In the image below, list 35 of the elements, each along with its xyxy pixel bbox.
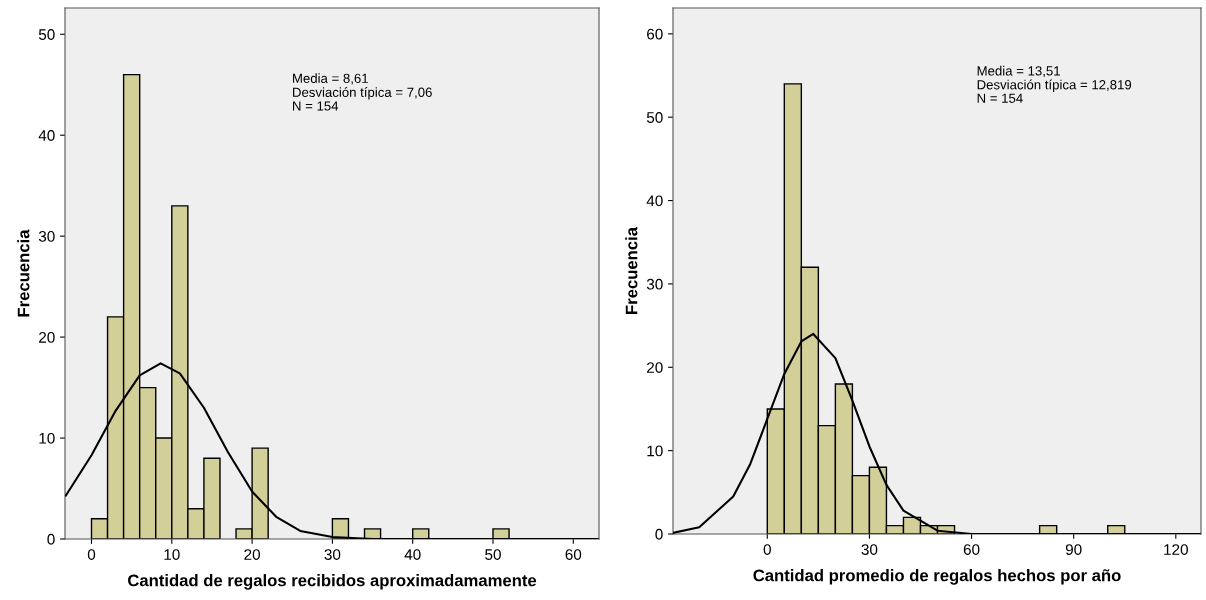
x-tick-label: 60 — [963, 544, 980, 555]
x-tick-label: 120 — [1164, 544, 1188, 555]
annotation: Media = 8,61 — [293, 73, 368, 85]
annotation: Desviación típica = 12,819 — [977, 79, 1132, 92]
x-tick-label: 90 — [1065, 544, 1082, 555]
y-tick-label: 50 — [38, 29, 55, 40]
x-tick-label: 30 — [861, 544, 878, 555]
y-tick-label: 10 — [647, 445, 663, 457]
x-tick-label: 0 — [87, 549, 96, 560]
y-tick-label: 40 — [38, 130, 55, 141]
y-axis-title: Frecuencia — [625, 226, 638, 314]
y-tick-label: 20 — [39, 331, 55, 343]
y-tick-label: 30 — [646, 278, 663, 290]
x-tick-label: 30 — [324, 549, 341, 560]
y-tick-label: 60 — [647, 28, 663, 40]
annotation: Desviación típica = 7,06 — [293, 87, 432, 100]
x-tick-label: 50 — [485, 549, 501, 560]
y-tick-label: 20 — [647, 362, 663, 373]
y-tick-label: 0 — [655, 528, 663, 540]
y-tick-label: 50 — [646, 112, 663, 123]
y-tick-label: 30 — [38, 231, 55, 242]
x-axis-title: Cantidad de regalos recibidos aproximadamamente — [128, 574, 537, 590]
x-tick-label: 60 — [565, 549, 582, 560]
x-axis-title: Cantidad promedio de regalos hechos por año — [753, 569, 1121, 585]
y-tick-label: 40 — [646, 195, 663, 207]
y-tick-label: 10 — [39, 432, 55, 444]
annotation: Media = 13,51 — [977, 65, 1060, 78]
annotation: N = 154 — [977, 93, 1023, 103]
y-tick-label: 0 — [47, 533, 55, 545]
x-tick-label: 0 — [763, 544, 771, 555]
y-axis-title: Frecuencia — [17, 229, 30, 317]
x-tick-label: 40 — [404, 549, 421, 560]
x-tick-label: 20 — [244, 549, 260, 560]
x-tick-label: 10 — [164, 549, 180, 560]
annotation: N = 154 — [293, 101, 339, 111]
